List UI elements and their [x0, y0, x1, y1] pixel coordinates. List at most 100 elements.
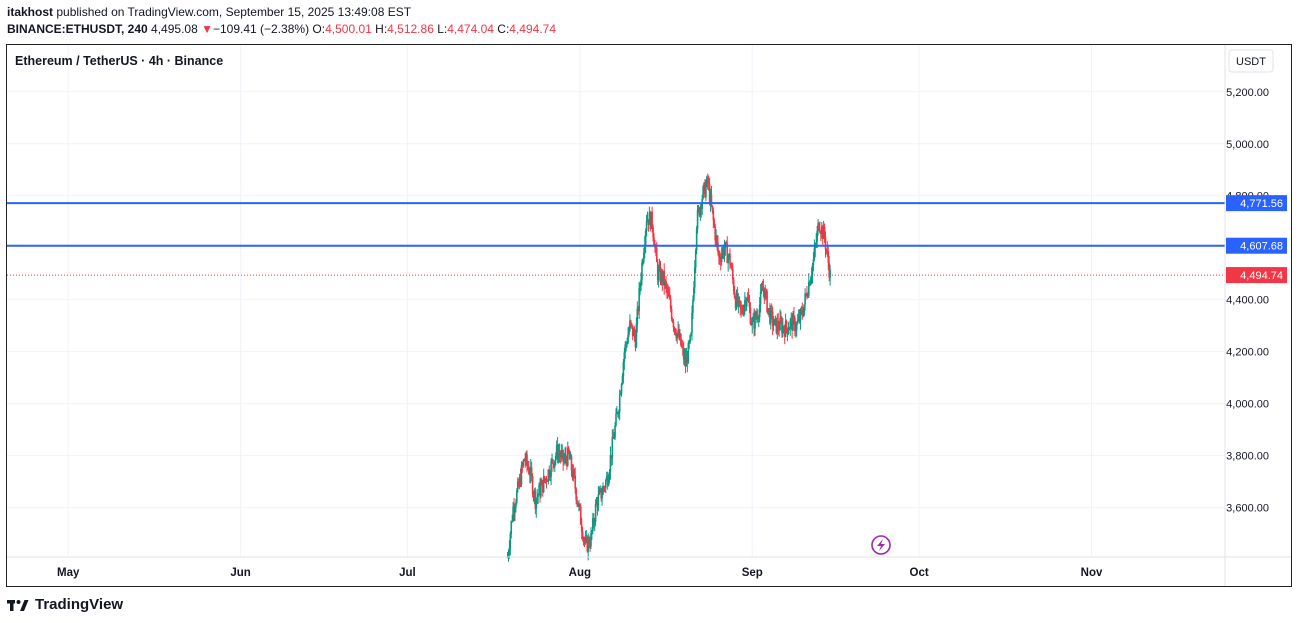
- candle-body-down: [574, 475, 577, 489]
- candle-body-down: [818, 223, 820, 230]
- candle-body-up: [624, 344, 627, 353]
- candle-body-up: [617, 411, 620, 415]
- candle-body-down: [819, 229, 821, 233]
- price-tick-label: 3,800.00: [1226, 451, 1269, 463]
- price-axis[interactable]: 5,200.005,000.004,800.004,400.004,200.00…: [1226, 87, 1287, 515]
- candle-body-up: [632, 330, 635, 337]
- candle-body-down: [730, 264, 732, 268]
- author-name[interactable]: itakhost: [7, 5, 54, 19]
- candle-body-up: [820, 226, 823, 235]
- candle-body-up: [705, 185, 707, 198]
- candle-body-down: [768, 308, 770, 310]
- candle-body-down: [698, 208, 701, 216]
- candle-body-down: [827, 251, 830, 263]
- candle-body-down: [722, 248, 725, 256]
- candle-body-up: [692, 300, 694, 313]
- candle-body-up: [629, 320, 631, 331]
- candle-body-up: [508, 548, 511, 554]
- candle-body-up: [803, 304, 805, 316]
- candle-body-up: [787, 330, 790, 334]
- candle-body-down: [674, 328, 677, 335]
- candle-body-up: [620, 384, 623, 394]
- candle-body-up: [703, 182, 705, 187]
- candle-body-down: [785, 320, 788, 329]
- candle-body-down: [744, 300, 747, 307]
- candle-body-up: [516, 490, 518, 503]
- candle-body-up: [809, 279, 812, 286]
- candle-body-up: [582, 538, 585, 540]
- candle-body-up: [702, 186, 704, 199]
- currency-label: USDT: [1236, 56, 1266, 68]
- candle-body-down: [524, 459, 526, 463]
- price-tick-label: 3,600.00: [1226, 503, 1269, 515]
- candle-body-down: [798, 316, 801, 322]
- price-chart[interactable]: 5,200.005,000.004,800.004,400.004,200.00…: [7, 45, 1291, 586]
- candle-body-down: [673, 327, 676, 329]
- candle-body-up: [621, 376, 624, 385]
- candle-body-down: [630, 323, 633, 326]
- candle-body-down: [566, 459, 568, 466]
- candle-body-down: [828, 262, 830, 278]
- close-label: C:: [497, 22, 510, 36]
- candle-body-down: [742, 312, 744, 314]
- last-price-label: 4,494.74: [1240, 270, 1283, 282]
- candle-body-up: [599, 488, 602, 491]
- candle-body-down: [576, 500, 578, 503]
- candle-body-down: [750, 323, 753, 325]
- candle-body-up: [688, 342, 691, 344]
- candle-body-down: [596, 500, 599, 508]
- candle-body-down: [675, 334, 678, 339]
- candle-body-down: [570, 455, 573, 471]
- candle-body-up: [709, 194, 712, 204]
- candle-body-up: [662, 270, 665, 283]
- candle-body-up: [561, 450, 564, 453]
- time-tick-label: Jun: [230, 567, 250, 579]
- candle-body-up: [735, 293, 738, 309]
- candle-body-up: [815, 241, 818, 245]
- candle-body-up: [597, 494, 600, 508]
- candle-body-up: [744, 300, 746, 307]
- candle-body-up: [683, 356, 686, 360]
- candle-body-down: [583, 538, 586, 542]
- candle-body-down: [517, 481, 520, 486]
- candle-body-down: [821, 226, 824, 239]
- alert-icon[interactable]: [871, 535, 891, 555]
- candle-body-up: [758, 304, 761, 318]
- candle-body-up: [822, 226, 825, 239]
- candle-body-up: [550, 461, 552, 477]
- candle-body-up: [618, 394, 621, 412]
- candle-body-down: [820, 232, 822, 235]
- candle-body-up: [628, 330, 630, 336]
- candle-body-up: [626, 343, 628, 345]
- change-text: −109.41 (−2.38%): [213, 22, 310, 36]
- candle-body-up: [636, 308, 639, 325]
- candle-body-up: [687, 342, 690, 364]
- candle-body-down: [589, 545, 591, 547]
- candle-body-up: [642, 262, 644, 264]
- candle-body-down: [713, 220, 716, 227]
- candle-body-down: [732, 279, 735, 292]
- candle-body-up: [648, 212, 651, 225]
- currency-button[interactable]: [1228, 49, 1274, 73]
- candle-body-down: [586, 537, 589, 552]
- candle-body-down: [558, 452, 561, 455]
- candle-body-up: [554, 455, 557, 461]
- candle-body-down: [526, 454, 528, 465]
- candle-body-up: [608, 471, 611, 480]
- candle-body-up: [594, 504, 597, 522]
- candle-body-up: [640, 279, 642, 287]
- candle-body-down: [655, 248, 658, 263]
- candle-body-up: [507, 553, 510, 558]
- candle-body-up: [643, 252, 645, 263]
- time-axis[interactable]: May Jun Jul Aug Sep Oct Nov: [57, 567, 1103, 579]
- candle-body-up: [745, 299, 748, 307]
- candle-body-down: [753, 316, 755, 329]
- candle-body-down: [663, 270, 666, 286]
- candle-body-down: [669, 298, 672, 309]
- candle-body-down: [826, 250, 829, 252]
- candle-body-down: [717, 242, 719, 252]
- candle-body-down: [666, 285, 668, 292]
- candle-body-down: [769, 309, 771, 324]
- candle-body-down: [736, 293, 739, 305]
- tradingview-logo[interactable]: TradingView: [7, 596, 123, 613]
